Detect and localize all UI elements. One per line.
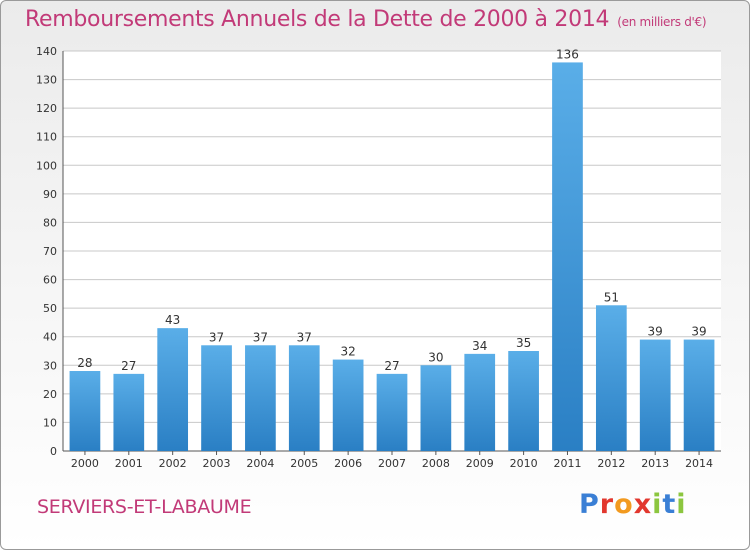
logo-letter: t <box>662 489 677 520</box>
x-tick-label: 2013 <box>641 457 669 470</box>
bar <box>288 345 320 451</box>
data-label: 37 <box>209 330 224 344</box>
y-tick-label: 10 <box>43 416 57 429</box>
x-tick-label: 2005 <box>290 457 318 470</box>
data-label: 51 <box>604 290 619 304</box>
x-tick-label: 2002 <box>159 457 187 470</box>
bar <box>201 345 232 451</box>
bar <box>113 373 145 451</box>
y-tick-label: 20 <box>43 388 57 401</box>
x-tick-label: 2001 <box>115 457 143 470</box>
bar <box>639 339 671 451</box>
y-tick-label: 70 <box>43 245 57 258</box>
logo-letter: x <box>633 489 653 520</box>
y-tick-label: 110 <box>36 131 57 144</box>
x-tick-label: 2003 <box>203 457 231 470</box>
bar <box>157 328 189 451</box>
bar <box>69 371 101 451</box>
data-label: 27 <box>384 359 399 373</box>
bar <box>245 345 276 451</box>
bar <box>595 305 627 451</box>
y-tick-label: 30 <box>43 359 57 372</box>
data-label: 28 <box>77 356 92 370</box>
y-tick-label: 60 <box>43 274 57 287</box>
y-tick-label: 120 <box>36 102 57 115</box>
y-tick-label: 40 <box>43 331 57 344</box>
commune-name: SERVIERS-ET-LABAUME <box>37 496 252 518</box>
bar <box>683 339 715 451</box>
y-tick-label: 90 <box>43 188 57 201</box>
data-label: 136 <box>556 47 579 61</box>
x-tick-label: 2007 <box>378 457 406 470</box>
bar <box>376 373 408 451</box>
y-tick-label: 50 <box>43 302 57 315</box>
y-tick-label: 100 <box>36 159 57 172</box>
data-label: 35 <box>516 336 531 350</box>
x-tick-label: 2011 <box>553 457 581 470</box>
x-tick-label: 2010 <box>510 457 538 470</box>
logo-letter: i <box>652 489 663 520</box>
data-label: 27 <box>121 359 136 373</box>
data-label: 39 <box>648 325 663 339</box>
x-tick-label: 2008 <box>422 457 450 470</box>
bar <box>420 365 452 451</box>
y-tick-label: 80 <box>43 216 57 229</box>
y-tick-label: 130 <box>36 74 57 87</box>
y-tick-label: 140 <box>36 45 57 58</box>
x-tick-label: 2004 <box>246 457 274 470</box>
data-label: 37 <box>297 330 312 344</box>
y-tick-label: 0 <box>50 445 57 458</box>
bar <box>464 353 496 451</box>
bar <box>332 359 364 451</box>
logo-letter: P <box>579 489 600 520</box>
x-tick-label: 2012 <box>597 457 625 470</box>
logo-letter: o <box>614 489 634 520</box>
x-tick-label: 2014 <box>685 457 713 470</box>
data-label: 34 <box>472 339 487 353</box>
chart-subtitle: (en milliers d'€) <box>617 15 707 29</box>
logo-letter: r <box>599 489 615 520</box>
bar <box>508 351 539 451</box>
x-tick-label: 2009 <box>466 457 494 470</box>
logo-letter: i <box>676 489 687 520</box>
data-label: 39 <box>691 325 706 339</box>
chart-title-text: Remboursements Annuels de la Dette de 20… <box>25 7 610 32</box>
data-label: 43 <box>165 313 180 327</box>
proxiti-logo: Proxiti <box>579 489 687 520</box>
chart-title: Remboursements Annuels de la Dette de 20… <box>25 7 707 32</box>
x-tick-label: 2006 <box>334 457 362 470</box>
data-label: 32 <box>340 345 355 359</box>
bar <box>552 62 583 452</box>
data-label: 37 <box>253 330 268 344</box>
data-label: 30 <box>428 350 443 364</box>
x-tick-label: 2000 <box>71 457 99 470</box>
